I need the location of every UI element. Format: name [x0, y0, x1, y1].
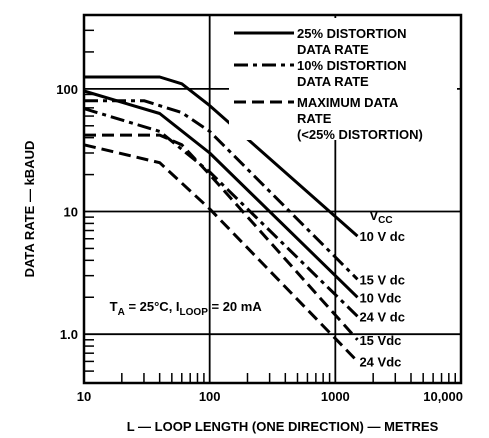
legend-label: 10% DISTORTION	[297, 58, 407, 73]
curve-label: 15 Vdc	[359, 333, 401, 348]
vcc-symbol: V	[369, 208, 378, 223]
series-line-1	[84, 75, 359, 238]
iloop-value: = 20 mA	[208, 299, 262, 314]
legend: 25% DISTORTION DATA RATE 10% DISTORTION …	[229, 18, 457, 142]
x-tick-label: 10	[77, 389, 91, 404]
y-tick-label: 1.0	[60, 327, 78, 342]
curve-label: 15 V dc	[359, 272, 405, 287]
series-line-2	[84, 99, 359, 281]
legend-label: 25% DISTORTION	[297, 26, 407, 41]
y-tick-label: 100	[56, 82, 78, 97]
tick-labels: 10 100 1000 10,000 1.0 10 100	[56, 82, 463, 404]
ta-symbol: T	[110, 299, 118, 314]
curve-label: 24 Vdc	[359, 354, 401, 369]
legend-label: RATE	[297, 111, 332, 126]
minor-ticks	[84, 29, 456, 383]
vcc-subscript: CC	[378, 215, 392, 226]
curve-label: 10 V dc	[359, 229, 405, 244]
x-tick-label: 10,000	[423, 389, 463, 404]
curve-label: 24 V dc	[359, 309, 405, 324]
curve-labels: 10 V dc 15 V dc 10 Vdc 24 V dc 15 Vdc 24 Vdc	[359, 229, 405, 369]
legend-label: MAXIMUM DATA	[297, 95, 399, 110]
curve-label: 10 Vdc	[359, 290, 401, 305]
test-conditions-note: TA = 25°C, ILOOP = 20 mA	[110, 299, 263, 318]
plot-frame	[82, 13, 463, 385]
vcc-column-header: VCC	[369, 208, 392, 226]
y-tick-label: 10	[64, 205, 78, 220]
iloop-subscript: LOOP	[180, 307, 209, 318]
ta-value: = 25°C, I	[125, 299, 180, 314]
series-lines	[83, 75, 359, 363]
legend-label: DATA RATE	[297, 42, 369, 57]
x-tick-label: 100	[199, 389, 221, 404]
series-line-3	[83, 89, 359, 299]
x-tick-label: 1000	[321, 389, 350, 404]
legend-label: DATA RATE	[297, 74, 369, 89]
ta-subscript: A	[118, 307, 125, 318]
y-axis-title: DATA RATE — kBAUD	[22, 141, 37, 278]
x-axis-title: L — LOOP LENGTH (ONE DIRECTION) — METRES	[127, 419, 439, 434]
series-line-5	[84, 133, 359, 341]
legend-background	[229, 18, 457, 140]
series-line-6	[83, 143, 359, 363]
series-line-4	[83, 107, 359, 318]
legend-label: (<25% DISTORTION)	[297, 127, 423, 142]
